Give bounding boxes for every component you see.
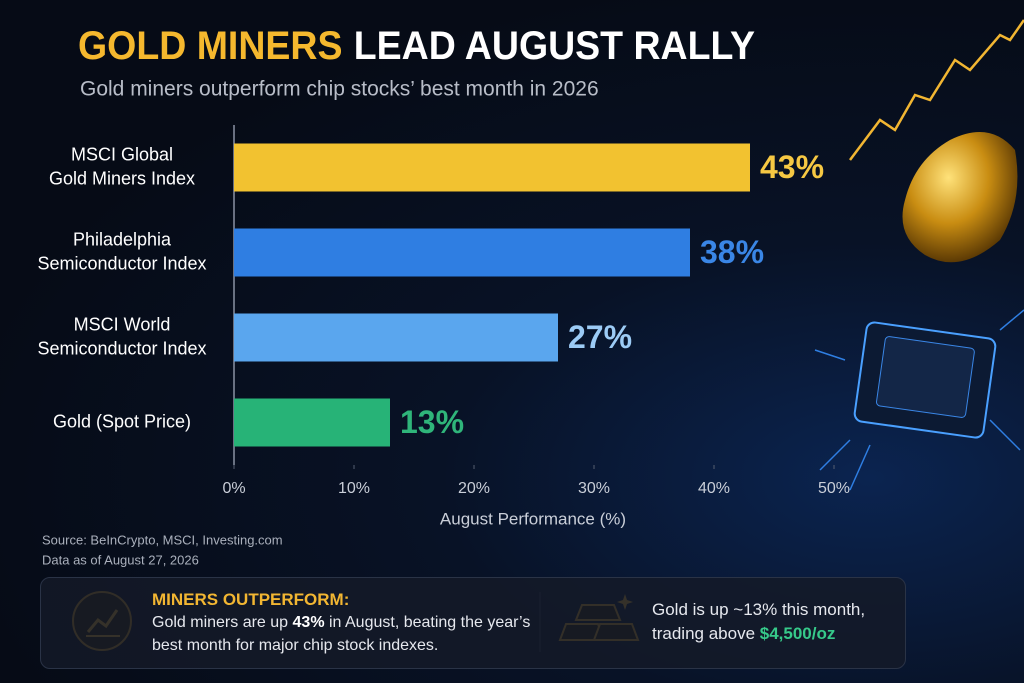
y-tick-label: Philadelphia bbox=[73, 229, 172, 249]
callout-text: in August, beating the year’s best month… bbox=[152, 614, 531, 654]
data-label: 43% bbox=[760, 149, 824, 185]
x-tick-label: 30% bbox=[578, 480, 610, 497]
x-axis-title: August Performance (%) bbox=[440, 509, 626, 528]
x-tick-label: 20% bbox=[458, 480, 490, 497]
callout-text: trading above bbox=[652, 624, 760, 643]
bar bbox=[234, 398, 390, 447]
callout-heading: MINERS OUTPERFORM: bbox=[152, 590, 350, 609]
y-tick-label: Semiconductor Index bbox=[37, 253, 206, 273]
y-tick-label: Gold (Spot Price) bbox=[53, 411, 191, 431]
source: Data as of August 27, 2026 bbox=[42, 552, 199, 567]
x-tick-label: 0% bbox=[222, 480, 245, 497]
callout-box: MINERS OUTPERFORM: Gold miners are up 43… bbox=[40, 577, 906, 669]
decor-trend bbox=[849, 19, 1024, 161]
callout: Gold is up ~13% this month, trading abov… bbox=[652, 598, 912, 646]
y-tick-label: Gold Miners Index bbox=[49, 168, 195, 188]
data-label: 13% bbox=[400, 404, 464, 440]
x-tick-label: 40% bbox=[698, 480, 730, 497]
decor-nugget bbox=[902, 132, 1018, 263]
title-text: LEAD AUGUST RALLY bbox=[354, 24, 756, 68]
data-label: 27% bbox=[568, 319, 632, 355]
y-tick-label: Semiconductor Index bbox=[37, 338, 206, 358]
callout-text: Gold is up ~13% this month, bbox=[652, 600, 866, 619]
callout-highlight: $4,500/oz bbox=[759, 624, 836, 643]
x-tick-label: 10% bbox=[338, 480, 370, 497]
chart-title: GOLD MINERS LEAD AUGUST RALLY bbox=[78, 24, 755, 68]
callout-text: Gold miners are up bbox=[152, 614, 293, 631]
bar bbox=[234, 228, 690, 277]
callout-highlight: 43% bbox=[292, 614, 325, 631]
bar bbox=[234, 313, 558, 362]
bar bbox=[234, 143, 750, 192]
decor-chip bbox=[814, 309, 1024, 491]
y-tick-label: MSCI Global bbox=[71, 144, 173, 164]
data-label: 38% bbox=[700, 234, 764, 270]
callout: MINERS OUTPERFORM: Gold miners are up 43… bbox=[152, 588, 532, 657]
y-tick-label: MSCI World bbox=[74, 314, 171, 334]
x-tick-label: 50% bbox=[818, 480, 850, 497]
chart-subtitle: Gold miners outperform chip stocks’ best… bbox=[80, 78, 599, 101]
source: Source: BeInCrypto, MSCI, Investing.com bbox=[42, 532, 283, 547]
title-highlight: GOLD MINERS bbox=[78, 24, 342, 68]
